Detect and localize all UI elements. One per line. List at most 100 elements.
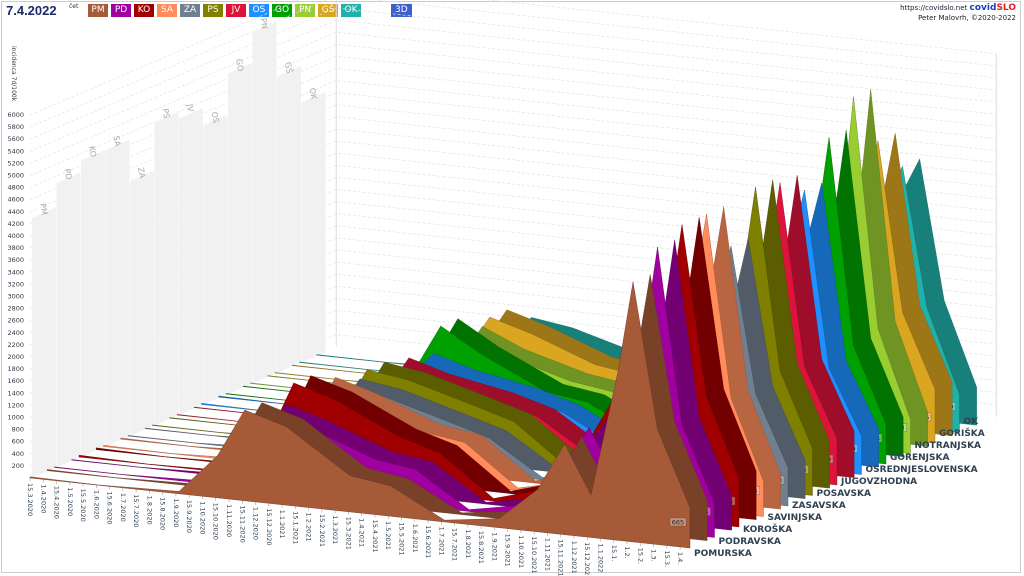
gridline [29, 0, 997, 128]
y-tick-label: 2800 [7, 305, 24, 313]
legend-sa[interactable]: SA [157, 4, 177, 17]
x-tick-label: 15.12.2020 [265, 508, 273, 545]
region-legend: PM PD KO SA ZA PS JV OS GO PN GŠ OK [88, 4, 362, 17]
author-credit: Peter Malovrh, ©2020-2022 [918, 14, 1016, 22]
y-tick-label: 5400 [7, 147, 24, 155]
x-tick-label: 15.12.2021 [583, 542, 591, 576]
y-tick-label: 1800 [7, 365, 24, 373]
x-tick-label: 15.2.2021 [318, 514, 326, 547]
legend-jv[interactable]: JV [226, 4, 246, 17]
region-label: NOTRANJSKA [915, 441, 982, 451]
peak-bar-label: PN [259, 17, 270, 29]
x-tick-label: 1.6.2021 [411, 524, 419, 553]
site-url[interactable]: https://covidslo.net [900, 4, 968, 12]
legend-pm[interactable]: PM [88, 4, 108, 17]
legend-gš[interactable]: GŠ [318, 4, 339, 17]
region-label: POMURSKA [694, 549, 752, 559]
peak-bar-pn [252, 22, 277, 384]
y-tick-label: 4600 [7, 196, 24, 204]
x-tick-label: 1.1.2022 [596, 544, 604, 573]
peak-bar-label: JV [185, 102, 195, 113]
region-label: OK [964, 417, 980, 427]
peak-bar-label: OS [210, 111, 221, 124]
legend-go[interactable]: GO [272, 4, 293, 17]
peak-bar-label: PD [63, 168, 74, 180]
y-tick-label: 1000 [7, 414, 24, 422]
region-label: PODRAVSKA [719, 537, 781, 547]
peak-bar-ok [301, 91, 326, 363]
x-tick-label: 1.10.2021 [517, 535, 525, 568]
x-tick-label: 1.1.2021 [278, 510, 286, 539]
x-tick-label: 1.5.2020 [66, 487, 74, 516]
y-tick-label: 1600 [7, 377, 24, 385]
region-label: ZASAVSKA [792, 501, 846, 511]
current-value-label: 665 [672, 519, 684, 527]
peak-bar-label: OK [308, 87, 319, 101]
x-tick-label: 15.1. [610, 545, 618, 562]
x-tick-label: 1.3. [650, 549, 658, 561]
x-tick-label: 1.12.2021 [570, 541, 578, 574]
gridline [29, 68, 997, 201]
y-tick-label: 4200 [7, 220, 24, 228]
legend-pd[interactable]: PD [111, 4, 131, 17]
y-tick-label: 200 [12, 462, 24, 470]
x-tick-label: 15.7.2020 [132, 494, 140, 527]
legend-os[interactable]: OS [249, 4, 269, 17]
x-tick-label: 1.12.2020 [252, 507, 260, 540]
y-tick-label: 4800 [7, 184, 24, 192]
legend-ok[interactable]: OK [341, 4, 362, 17]
peak-bar-pd [56, 172, 81, 468]
x-tick-label: 15.10.2021 [530, 536, 538, 573]
x-tick-label: 1.4. [676, 552, 684, 564]
peak-bar-label: GŠ [283, 61, 296, 74]
x-tick-label: 15.1.2021 [291, 511, 299, 544]
gridline [29, 19, 997, 152]
legend-pn[interactable]: PN [295, 4, 316, 17]
y-tick-label: 5600 [7, 135, 24, 143]
x-tick-label: 15.8.2021 [477, 531, 485, 564]
x-tick-label: 15.5.2021 [397, 522, 405, 555]
x-tick-label: 15.3.2021 [344, 517, 352, 550]
peak-bar-label: SA [112, 135, 123, 148]
legend-ko[interactable]: KO [134, 4, 154, 17]
y-tick-label: 2000 [7, 353, 24, 361]
x-tick-label: 1.4.2021 [358, 518, 366, 547]
brand-logo: covidSLO [970, 3, 1016, 13]
y-tick-label: 800 [12, 426, 24, 434]
x-tick-label: 1.9.2020 [172, 498, 180, 527]
x-tick-label: 15.2. [636, 548, 644, 565]
y-tick-label: 3000 [7, 293, 24, 301]
x-tick-label: 15.11.2020 [238, 506, 246, 543]
x-tick-label: 1.8.2021 [464, 529, 472, 558]
y-tick-label: 4000 [7, 232, 24, 240]
peak-bar-label: PM [38, 203, 49, 216]
x-tick-label: 1.5.2021 [384, 521, 392, 550]
site-credit[interactable]: https://covidslo.net covidSLO [900, 3, 1016, 13]
brand-a: covid [969, 3, 997, 13]
peak-bar-label: KO [87, 145, 98, 158]
region-label: JUGOVZHODNA [840, 477, 917, 487]
y-tick-label: 3400 [7, 268, 24, 276]
x-tick-label: 1.2.2021 [305, 513, 313, 542]
y-tick-label: 3200 [7, 280, 24, 288]
legend-za[interactable]: ZA [180, 4, 200, 17]
x-tick-label: 1.10.2020 [198, 501, 206, 534]
peak-bar-go [228, 62, 252, 394]
x-tick-label: 15.10.2020 [212, 503, 220, 540]
toggle-3d-button[interactable]: 3D [391, 4, 412, 17]
legend-ps[interactable]: PS [203, 4, 223, 17]
y-tick-label: 5200 [7, 159, 24, 167]
x-tick-label: 1.7.2020 [119, 493, 127, 522]
region-label: KOROŠKA [743, 523, 792, 535]
peak-bar-gš [277, 66, 301, 374]
peak-bar-os [203, 115, 228, 405]
y-tick-label: 2600 [7, 317, 24, 325]
x-tick-label: 1.8.2020 [145, 496, 153, 525]
x-tick-label: 1.6.2020 [92, 490, 100, 519]
y-tick-label: 2400 [7, 329, 24, 337]
x-tick-label: 15.6.2020 [106, 491, 114, 524]
x-tick-label: 1.11.2021 [543, 538, 551, 571]
region-label: GORIŠKA [939, 427, 985, 439]
ribbon-front [29, 281, 691, 549]
